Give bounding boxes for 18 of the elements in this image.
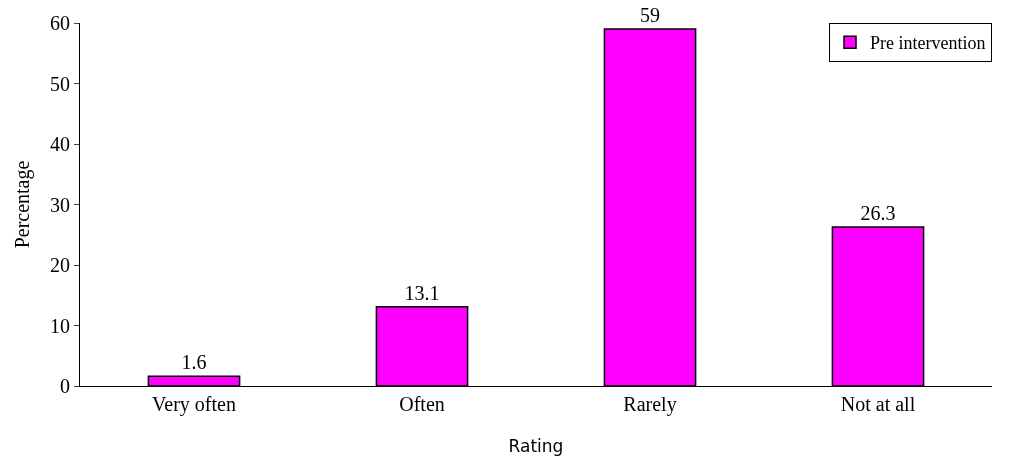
y-axis-title: Percentage	[10, 160, 34, 249]
y-tick-label: 40	[50, 133, 70, 155]
x-tick-label: Rarely	[623, 393, 677, 416]
data-label: 1.6	[181, 351, 207, 374]
x-tick-label: Often	[399, 393, 445, 415]
x-tick-label: Not at all	[840, 393, 916, 415]
data-label: 59	[640, 4, 660, 27]
x-tick-label: Very often	[152, 393, 236, 416]
x-axis-title: Rating	[508, 436, 564, 457]
y-tick-label: 50	[50, 72, 70, 95]
y-tick-label: 10	[50, 314, 70, 337]
y-tick-label: 20	[50, 254, 70, 276]
data-label: 26.3	[860, 201, 896, 224]
y-tick-label: 0	[60, 375, 70, 397]
data-label: 13.1	[404, 281, 440, 304]
legend-label: Pre intervention	[870, 33, 986, 54]
y-tick-label: 60	[50, 12, 70, 34]
y-tick-label: 30	[50, 193, 70, 216]
